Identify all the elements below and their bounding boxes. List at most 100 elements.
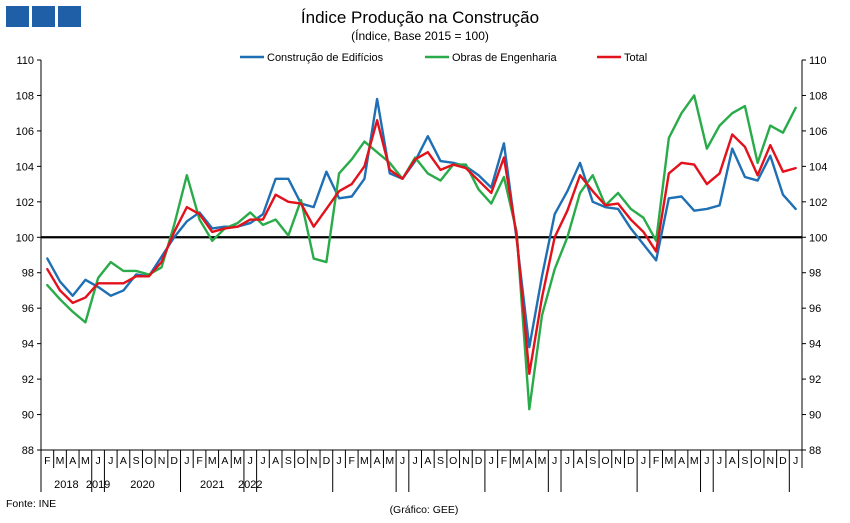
month-label: S	[589, 455, 596, 467]
month-label: S	[285, 455, 292, 467]
month-label: J	[336, 455, 341, 467]
legend-label: Construção de Edifícios	[267, 52, 384, 64]
month-label: O	[145, 455, 153, 467]
month-label: J	[248, 455, 253, 467]
month-label: D	[779, 455, 787, 467]
month-label: M	[664, 455, 673, 467]
year-label: 2021	[200, 479, 224, 491]
month-label: O	[601, 455, 609, 467]
month-label: D	[475, 455, 483, 467]
month-label: M	[81, 455, 90, 467]
y-tick-label: 100	[16, 232, 34, 244]
month-label: O	[449, 455, 457, 467]
month-label: M	[538, 455, 547, 467]
series-layer	[46, 94, 797, 411]
y-tick-label: 92	[22, 374, 34, 386]
month-label: D	[627, 455, 635, 467]
y-tick-label-right: 110	[809, 55, 827, 67]
month-label: J	[641, 455, 646, 467]
month-label: D	[323, 455, 331, 467]
series-line-total	[46, 119, 797, 375]
y-tick-label: 104	[16, 161, 34, 173]
month-label: J	[184, 455, 189, 467]
y-tick-label: 94	[22, 339, 34, 351]
month-label: O	[754, 455, 762, 467]
legend-label: Obras de Engenharia	[452, 52, 557, 64]
month-label: A	[526, 455, 533, 467]
month-label: S	[741, 455, 748, 467]
month-label: M	[233, 455, 242, 467]
month-label: M	[690, 455, 699, 467]
month-label: A	[729, 455, 736, 467]
month-label: N	[766, 455, 774, 467]
axes: 88 88 90 90 92 92 94 94 96 96 98 98 100 100 102 102 104 1…	[16, 55, 827, 492]
month-label: F	[653, 455, 659, 467]
month-label: J	[717, 455, 722, 467]
y-tick-label: 96	[22, 303, 34, 315]
y-tick-label: 90	[22, 410, 34, 422]
month-label: A	[120, 455, 127, 467]
month-label: N	[614, 455, 622, 467]
y-tick-label-right: 88	[809, 445, 821, 457]
month-label: F	[196, 455, 202, 467]
y-tick-label-right: 102	[809, 197, 827, 209]
year-label: 2019	[86, 479, 110, 491]
y-tick-label-right: 92	[809, 374, 821, 386]
month-label: F	[501, 455, 507, 467]
month-label: S	[133, 455, 140, 467]
month-label: J	[108, 455, 113, 467]
y-tick-label: 110	[16, 55, 34, 67]
month-label: M	[208, 455, 217, 467]
month-label: A	[577, 455, 584, 467]
month-label: M	[360, 455, 369, 467]
month-label: J	[552, 455, 557, 467]
month-label: F	[349, 455, 355, 467]
month-label: O	[297, 455, 305, 467]
y-tick-label-right: 90	[809, 410, 821, 422]
month-label: N	[310, 455, 318, 467]
legend-label: Total	[624, 52, 647, 64]
y-tick-label: 88	[22, 445, 34, 457]
chart-subtitle: (Índice, Base 2015 = 100)	[351, 28, 489, 43]
credit-note: (Gráfico: GEE)	[390, 504, 459, 516]
month-label: F	[44, 455, 50, 467]
month-label: J	[260, 455, 265, 467]
month-label: S	[437, 455, 444, 467]
month-label: M	[512, 455, 521, 467]
month-label: J	[400, 455, 405, 467]
logo-square	[6, 6, 29, 27]
series-line-construcao-de-edificios	[46, 97, 797, 349]
month-label: A	[221, 455, 228, 467]
y-tick-label-right: 106	[809, 126, 827, 138]
month-label: N	[158, 455, 166, 467]
month-label: J	[793, 455, 798, 467]
month-label: J	[95, 455, 100, 467]
year-label: 2022	[238, 479, 262, 491]
month-label: A	[678, 455, 685, 467]
month-label: A	[374, 455, 381, 467]
gee-logo	[6, 6, 81, 27]
legend: Construção de Edifícios Obras de Engenhar…	[240, 52, 647, 64]
month-label: M	[385, 455, 394, 467]
y-tick-label: 102	[16, 197, 34, 209]
y-tick-label-right: 94	[809, 339, 821, 351]
year-label: 2018	[54, 479, 78, 491]
y-tick-label: 106	[16, 126, 34, 138]
year-label: 2020	[130, 479, 154, 491]
chart-title: Índice Produção na Construção	[301, 8, 539, 27]
month-label: A	[424, 455, 431, 467]
month-label: J	[489, 455, 494, 467]
y-tick-label-right: 98	[809, 268, 821, 280]
month-label: J	[565, 455, 570, 467]
source-note: Fonte: INE	[6, 498, 56, 510]
y-tick-label-right: 100	[809, 232, 827, 244]
month-label: J	[704, 455, 709, 467]
y-tick-label-right: 108	[809, 90, 827, 102]
y-tick-label: 98	[22, 268, 34, 280]
logo-square	[58, 6, 81, 27]
y-tick-label: 108	[16, 90, 34, 102]
month-label: N	[462, 455, 470, 467]
y-tick-label-right: 104	[809, 161, 827, 173]
month-label: J	[413, 455, 418, 467]
